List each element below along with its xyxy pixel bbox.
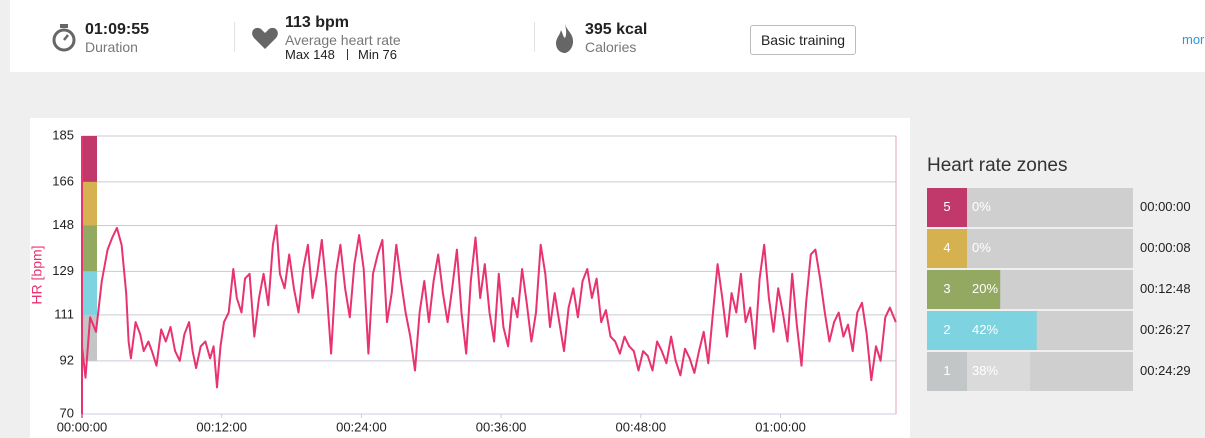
y-tick-label: 166	[52, 173, 74, 188]
zone-duration: 00:24:29	[1140, 363, 1191, 378]
divider	[347, 49, 348, 60]
zone-number-box	[927, 352, 967, 391]
more-link[interactable]: more	[1182, 32, 1205, 47]
zone-percent: 42%	[972, 322, 998, 337]
calories-value: 395 kcal	[585, 21, 648, 38]
heart-rate-label: Average heart rate	[285, 32, 401, 48]
x-tick-label: 00:00:00	[57, 419, 108, 434]
separator	[234, 22, 235, 52]
zone-duration: 00:00:00	[1140, 199, 1191, 214]
separator	[534, 22, 535, 52]
zone-percent: 38%	[972, 363, 998, 378]
stopwatch-icon	[52, 24, 76, 52]
zone-number: 4	[943, 240, 950, 255]
heart-rate-line	[81, 224, 897, 389]
heart-rate-value: 113 bpm	[285, 14, 350, 31]
zone-bar	[967, 311, 1037, 350]
zone-number-box	[927, 270, 967, 309]
calories-label: Calories	[585, 39, 637, 55]
duration-label: Duration	[85, 39, 138, 55]
x-tick-label: 00:12:00	[196, 419, 247, 434]
activity-type-button[interactable]: Basic training	[750, 25, 856, 55]
y-tick-label: 92	[60, 352, 74, 367]
zone-number-box	[927, 311, 967, 350]
zone-number-box	[927, 188, 967, 227]
zone-band	[82, 225, 97, 272]
zone-band	[82, 271, 97, 315]
zone-percent: 0%	[972, 199, 991, 214]
summary-bar: 01:09:55 Duration 113 bpm Average heart …	[10, 0, 1205, 72]
duration-value: 01:09:55	[85, 21, 150, 38]
zone-percent: 20%	[972, 281, 998, 296]
flame-icon	[556, 24, 574, 53]
zone-bar	[967, 352, 1031, 391]
x-tick-label: 01:00:00	[755, 419, 806, 434]
zone-number: 1	[943, 363, 950, 378]
zone-bar-background	[967, 229, 1133, 268]
chart-background	[30, 118, 910, 438]
zone-bar	[967, 270, 1001, 309]
x-tick-label: 00:48:00	[616, 419, 667, 434]
zone-duration: 00:12:48	[1140, 281, 1191, 296]
zone-bar-background	[967, 188, 1133, 227]
zone-band	[82, 136, 97, 182]
heart-rate-min: Min 76	[358, 47, 398, 62]
y-tick-label: 185	[52, 127, 74, 142]
zone-duration: 00:00:08	[1140, 240, 1191, 255]
zone-number: 3	[943, 281, 950, 296]
zone-number: 2	[943, 322, 950, 337]
x-tick-label: 00:24:00	[336, 419, 387, 434]
heart-icon	[252, 27, 278, 49]
heart-rate-max: Max 148	[285, 47, 335, 62]
x-tick-label: 00:36:00	[476, 419, 527, 434]
zones-title: Heart rate zones	[927, 155, 1067, 176]
y-tick-label: 129	[52, 263, 74, 278]
y-tick-label: 70	[60, 405, 74, 420]
y-tick-label: 111	[54, 306, 74, 321]
zone-percent: 0%	[972, 240, 991, 255]
zone-number-box	[927, 229, 967, 268]
y-axis-label: HR [bpm]	[29, 245, 45, 304]
y-tick-label: 148	[52, 217, 74, 232]
zone-number: 5	[943, 199, 950, 214]
zone-duration: 00:26:27	[1140, 322, 1191, 337]
zone-band	[82, 181, 97, 226]
